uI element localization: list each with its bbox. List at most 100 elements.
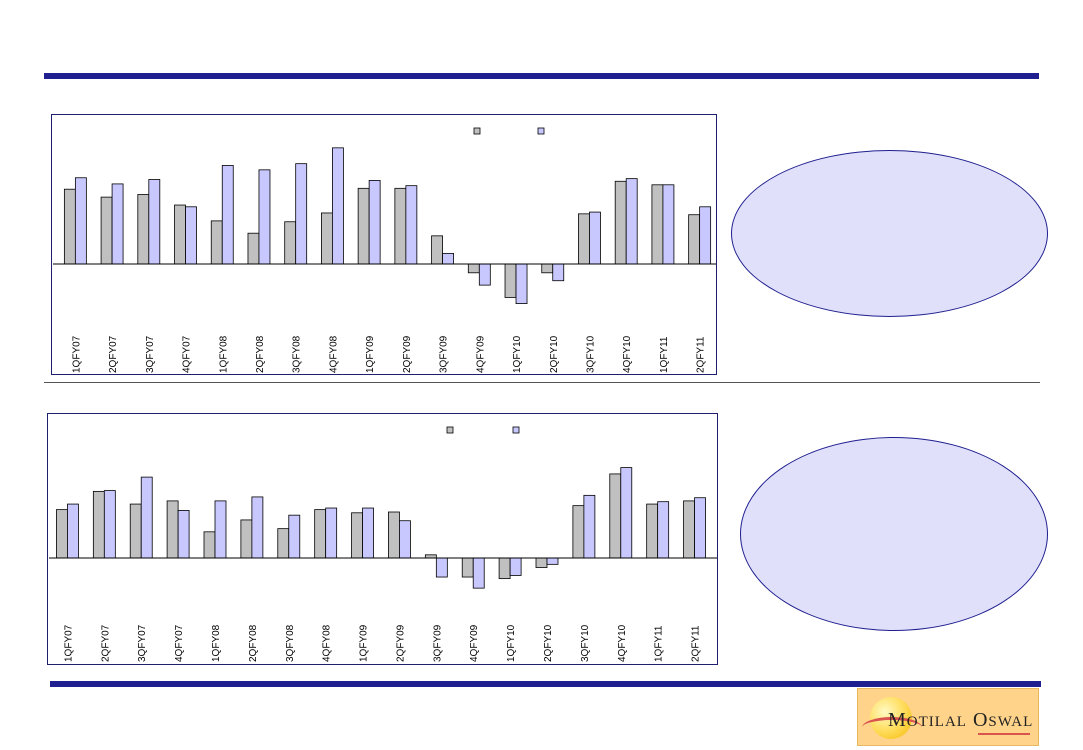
- x-tick-label: 1QFY10: [506, 624, 517, 662]
- bar-s2-3QFY10: [589, 211, 601, 265]
- bar-s1-1QFY11: [646, 503, 659, 559]
- x-tick-label: 4QFY07: [174, 624, 185, 662]
- bar-s2-1QFY10: [509, 557, 522, 576]
- x-tick-label: 1QFY11: [654, 625, 665, 662]
- bar-s2-2QFY08: [258, 169, 271, 265]
- bar-s2-4QFY09: [472, 557, 485, 589]
- bar-s1-2QFY07: [92, 490, 105, 559]
- x-tick-label: 4QFY09: [469, 624, 480, 662]
- bar-s2-3QFY07: [148, 179, 161, 265]
- bar-s1-2QFY08: [240, 519, 253, 559]
- bar-s2-4QFY09: [478, 263, 491, 286]
- bar-s2-1QFY08: [221, 165, 234, 265]
- x-tick-label: 3QFY07: [137, 624, 148, 662]
- legend-swatch-2: [512, 426, 520, 434]
- bar-s2-2QFY07: [103, 490, 116, 559]
- x-tick-label: 1QFY08: [218, 335, 229, 373]
- bar-s2-1QFY08: [214, 500, 227, 559]
- bar-s1-4QFY08: [321, 212, 333, 265]
- bar-s2-3QFY09: [442, 253, 454, 265]
- x-tick-label: 4QFY07: [182, 335, 193, 373]
- bar-s2-4QFY07: [185, 206, 197, 265]
- chart-2: 1QFY07 2QFY07 3QFY07 4QFY07 1QFY08 2QFY08 3QFY…: [49, 426, 717, 662]
- bar-s1-3QFY07: [137, 194, 150, 265]
- bar-s2-3QFY09: [435, 557, 448, 578]
- callout-ellipse-2: [740, 437, 1048, 631]
- bar-s2-2QFY10: [546, 557, 559, 565]
- bar-s1-1QFY08: [203, 531, 216, 559]
- legend-swatch-2: [537, 127, 545, 135]
- legend-swatch-1: [473, 127, 481, 135]
- x-tick-label: 3QFY08: [285, 624, 296, 662]
- bar-s1-1QFY10: [498, 557, 511, 580]
- x-tick-label: 3QFY09: [432, 624, 443, 662]
- bar-s2-3QFY07: [140, 476, 153, 559]
- x-tick-label: 2QFY09: [395, 624, 406, 662]
- x-tick-label: 2QFY10: [543, 624, 554, 662]
- bar-s1-3QFY09: [431, 235, 443, 265]
- top-rule: [44, 73, 1039, 79]
- company-logo: MOTILAL OSWAL: [857, 688, 1039, 746]
- x-tick-label: 4QFY10: [622, 335, 633, 373]
- bar-s2-2QFY09: [399, 520, 411, 559]
- x-tick-label: 1QFY07: [71, 335, 82, 373]
- x-tick-label: 1QFY09: [359, 624, 370, 662]
- bar-s1-1QFY09: [351, 512, 363, 559]
- bar-s1-4QFY07: [166, 500, 179, 559]
- bar-s1-4QFY08: [314, 509, 327, 559]
- callout-ellipse-1: [731, 150, 1048, 317]
- bar-s2-2QFY08: [251, 496, 264, 559]
- bar-s1-3QFY07: [129, 503, 142, 559]
- x-tick-label: 1QFY09: [365, 335, 376, 373]
- x-tick-label: 2QFY07: [100, 624, 111, 662]
- bar-s1-2QFY11: [688, 214, 701, 265]
- x-tick-label: 1QFY07: [63, 624, 74, 662]
- bar-s2-4QFY07: [177, 510, 190, 559]
- bar-s1-4QFY09: [461, 557, 474, 578]
- bar-s2-3QFY08: [295, 163, 308, 265]
- bar-s1-1QFY10: [504, 263, 517, 298]
- bar-s1-4QFY09: [467, 263, 480, 274]
- x-tick-label: 4QFY09: [475, 335, 486, 373]
- bar-s2-1QFY11: [662, 184, 675, 265]
- logo-underline: [978, 733, 1030, 735]
- bar-s1-2QFY11: [683, 500, 695, 559]
- x-tick-label: 3QFY09: [439, 335, 450, 373]
- chart-1-frame: 1QFY07 2QFY07 3QFY07 4QFY07 1QFY08 2QFY08 3QFY…: [51, 114, 717, 375]
- bar-s2-2QFY11: [694, 497, 706, 559]
- bar-s1-4QFY07: [174, 204, 186, 265]
- bar-s2-1QFY07: [67, 503, 79, 559]
- bar-s1-1QFY11: [651, 184, 664, 265]
- swoosh-icon: [862, 717, 922, 738]
- x-tick-label: 2QFY08: [248, 624, 259, 662]
- x-tick-label: 2QFY11: [691, 625, 702, 662]
- bar-s2-2QFY10: [552, 263, 565, 282]
- bar-s1-1QFY08: [210, 220, 223, 265]
- bar-s2-4QFY08: [325, 507, 338, 559]
- legend-swatch-1: [446, 426, 454, 434]
- x-tick-label: 3QFY10: [585, 335, 596, 373]
- bar-s2-4QFY08: [332, 147, 344, 265]
- bar-s1-4QFY10: [614, 180, 627, 265]
- x-tick-label: 2QFY09: [402, 335, 413, 373]
- x-tick-label: 4QFY08: [328, 335, 339, 373]
- bar-s2-3QFY10: [583, 494, 596, 559]
- x-tick-label: 3QFY08: [292, 335, 303, 373]
- logo-wordmark: MOTILAL OSWAL: [888, 709, 1034, 731]
- bar-s2-1QFY07: [74, 177, 87, 265]
- bar-s1-3QFY10: [578, 213, 590, 265]
- x-tick-label: 1QFY08: [211, 624, 222, 662]
- bar-s1-2QFY07: [100, 196, 113, 265]
- bar-s2-1QFY09: [368, 180, 381, 265]
- bar-s2-2QFY07: [111, 183, 124, 265]
- chart-1: 1QFY07 2QFY07 3QFY07 4QFY07 1QFY08 2QFY08 3QFY…: [53, 127, 716, 373]
- bar-s1-1QFY09: [357, 187, 370, 265]
- bar-s2-1QFY11: [657, 501, 670, 559]
- x-tick-label: 4QFY10: [617, 624, 628, 662]
- x-tick-label: 3QFY07: [145, 335, 156, 373]
- bar-s1-2QFY10: [541, 263, 554, 274]
- chart-2-frame: 1QFY07 2QFY07 3QFY07 4QFY07 1QFY08 2QFY08 3QFY…: [47, 413, 718, 665]
- x-tick-label: 2QFY11: [696, 336, 707, 373]
- bar-s2-4QFY10: [620, 467, 633, 559]
- x-tick-label: 2QFY10: [549, 335, 560, 373]
